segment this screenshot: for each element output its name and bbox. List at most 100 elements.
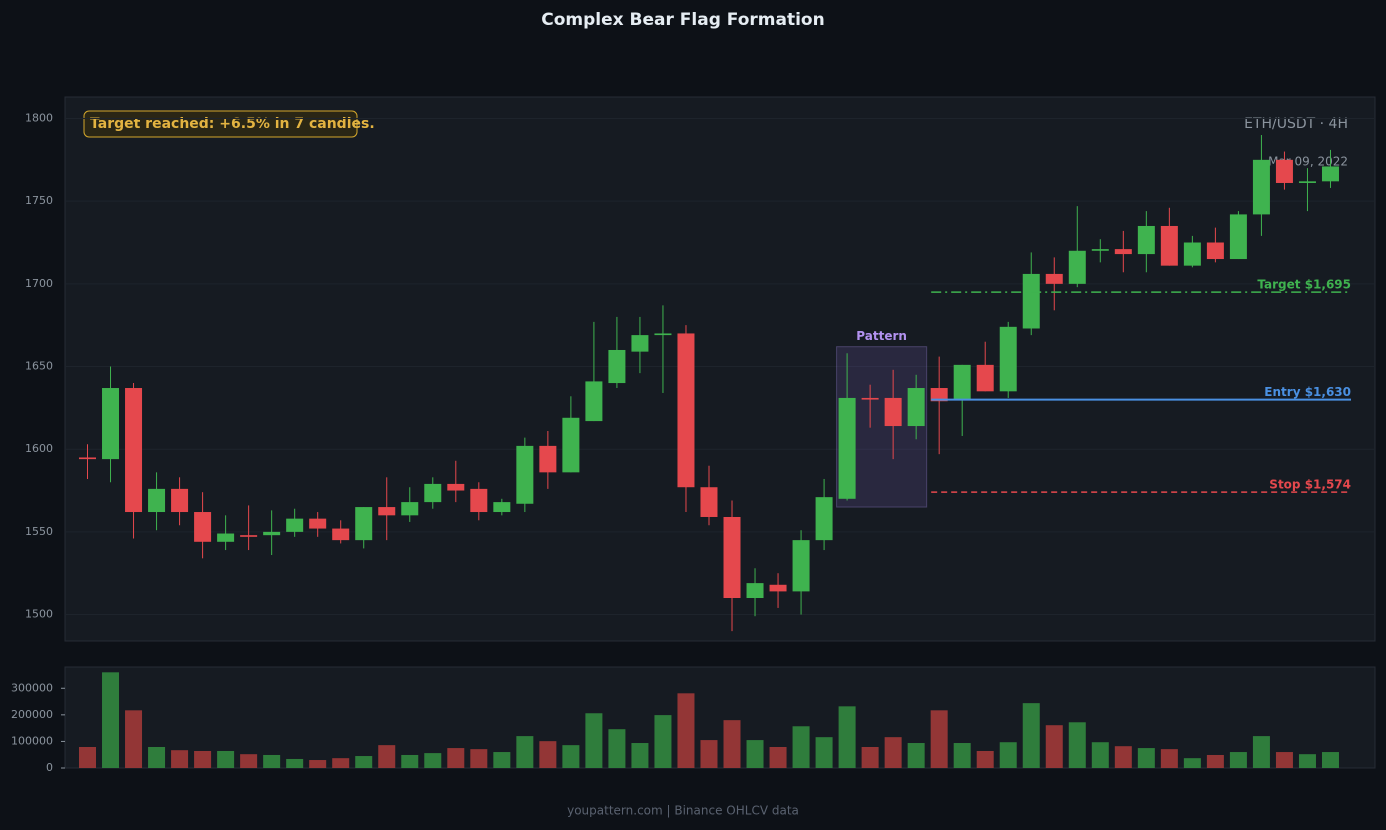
pattern-label: Pattern (856, 329, 907, 343)
volume-bar (332, 758, 350, 768)
volume-tick-label: 100000 (11, 734, 53, 747)
volume-bar (1252, 736, 1270, 768)
volume-tick-label: 200000 (11, 708, 53, 721)
candle-body (769, 584, 787, 592)
candle-body (838, 397, 856, 499)
volume-bar (608, 729, 626, 768)
badge-box (83, 110, 358, 138)
volume-bar (263, 754, 281, 768)
candle-body (953, 364, 971, 400)
symbol: ETH/USDT · 4H (1244, 116, 1348, 132)
price-pane (64, 96, 1376, 642)
candle-body (746, 583, 764, 599)
candle-body (930, 388, 948, 402)
volume-bar (424, 753, 442, 768)
candle-body (1045, 273, 1063, 284)
volume-bar (493, 752, 511, 768)
candle-body (815, 497, 833, 541)
candle-body (309, 518, 327, 529)
volume-bar (930, 710, 948, 768)
volume-bar (792, 726, 810, 768)
candle-body (1321, 166, 1339, 182)
volume-bar (562, 745, 580, 768)
volume-bar (401, 754, 419, 768)
volume-bar (1091, 742, 1109, 768)
volume-bar (654, 715, 672, 768)
volume-bar (516, 736, 534, 768)
volume-bar (999, 742, 1017, 768)
volume-bar (1298, 754, 1316, 768)
volume-bar (217, 750, 235, 768)
candle-body (1275, 159, 1293, 183)
candle-body (424, 483, 442, 503)
volume-bar (1045, 725, 1063, 768)
volume-bar (194, 750, 212, 768)
candle-body (608, 349, 626, 384)
candle-body (1137, 225, 1155, 255)
candle-body (1160, 225, 1178, 266)
chart-title: Complex Bear Flag Formation (541, 10, 824, 30)
volume-bar (976, 750, 994, 768)
volume-tick-label: 0 (46, 761, 53, 774)
badge: Target reached: +6.5% in 7 candles. (90, 116, 375, 132)
candle-body (907, 388, 925, 427)
volume-bar (723, 720, 741, 768)
candle-body (654, 333, 672, 336)
y-tick-label: 1800 (25, 111, 53, 124)
candle-body (539, 445, 557, 473)
candle-body (999, 326, 1017, 392)
volume-bar (286, 758, 304, 768)
volume-bar (378, 745, 396, 768)
candle-body (148, 488, 166, 513)
candle-body (1298, 181, 1316, 183)
candle-body (194, 512, 212, 542)
y-tick-label: 1550 (25, 525, 53, 538)
volume-bar (677, 693, 695, 768)
candle-body (1252, 159, 1270, 215)
volume-tick-label: 300000 (11, 681, 53, 694)
target-label: Target $1,695 (1257, 278, 1351, 292)
candle-body (976, 364, 994, 392)
candle-body (102, 388, 120, 460)
volume-bar (1275, 752, 1293, 768)
volume-bar (585, 713, 603, 768)
volume-bar (746, 740, 764, 768)
volume-pane (64, 666, 1376, 769)
candle-body (401, 502, 419, 516)
volume-bar (1160, 749, 1178, 768)
volume-bar (447, 748, 465, 768)
candle-body (585, 381, 603, 422)
candle-body (723, 516, 741, 599)
volume-bar (769, 747, 787, 768)
volume-bar (539, 741, 557, 768)
volume-bar (309, 760, 327, 768)
candle-body (1091, 249, 1109, 251)
candle-body (493, 502, 511, 513)
volume-bar (953, 743, 971, 768)
volume-bar (1229, 752, 1247, 768)
volume-bar (631, 743, 649, 768)
candle-body (263, 531, 281, 536)
candle-body (631, 335, 649, 352)
candle-body (677, 333, 695, 488)
candle-body (171, 488, 189, 513)
volume-bar (1137, 748, 1155, 768)
volume-bar (1068, 722, 1086, 768)
volume-bar (171, 750, 189, 768)
volume-bar (907, 743, 925, 768)
volume-bar (125, 710, 143, 768)
candle-body (447, 483, 465, 491)
candle-body (1022, 273, 1040, 329)
volume-bar (102, 672, 120, 768)
candle-body (884, 397, 902, 427)
y-tick-label: 1650 (25, 360, 53, 373)
volume-bar (1114, 746, 1132, 768)
volume-bar (1183, 758, 1201, 768)
candle-body (1068, 250, 1086, 284)
candle-body (470, 488, 488, 513)
candle-body (562, 417, 580, 473)
y-tick-label: 1600 (25, 442, 53, 455)
volume-bar (355, 756, 373, 768)
candle-body (79, 457, 96, 460)
